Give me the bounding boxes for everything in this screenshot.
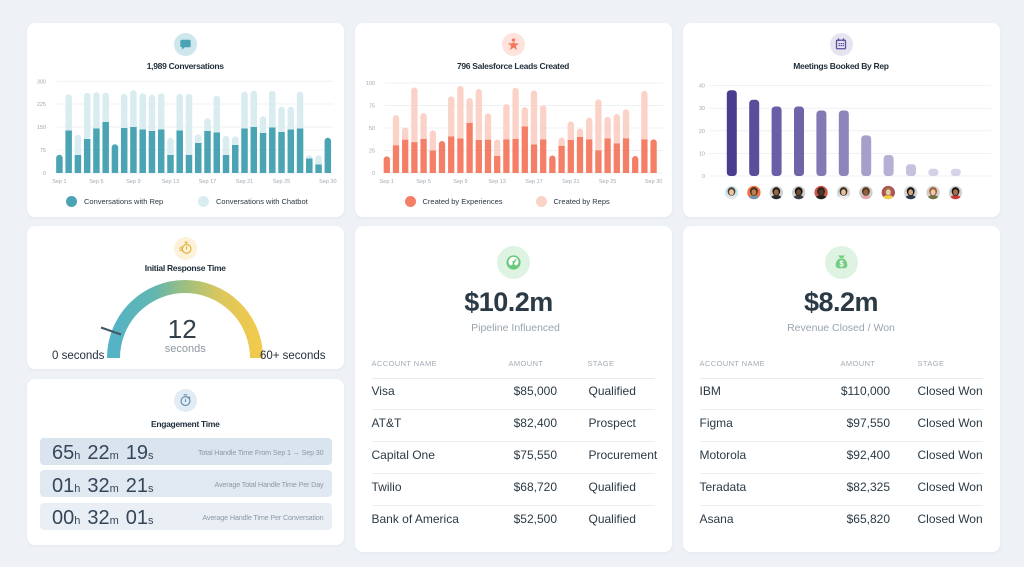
svg-text:Sep 5: Sep 5 bbox=[416, 179, 430, 185]
svg-text:25: 25 bbox=[368, 149, 374, 155]
svg-text:Sep 25: Sep 25 bbox=[598, 179, 615, 185]
svg-text:Sep 1: Sep 1 bbox=[52, 179, 66, 185]
svg-text:Sep 13: Sep 13 bbox=[162, 179, 179, 185]
svg-text:20: 20 bbox=[698, 129, 704, 135]
svg-text:150: 150 bbox=[37, 125, 46, 131]
svg-text:Sep 17: Sep 17 bbox=[525, 179, 542, 185]
svg-text:225: 225 bbox=[37, 102, 46, 108]
svg-text:Sep 13: Sep 13 bbox=[488, 179, 505, 185]
svg-text:10: 10 bbox=[698, 151, 704, 157]
svg-text:Sep 1: Sep 1 bbox=[379, 179, 393, 185]
svg-text:Sep 25: Sep 25 bbox=[273, 179, 290, 185]
svg-text:Sep 5: Sep 5 bbox=[89, 179, 103, 185]
svg-text:30: 30 bbox=[698, 106, 704, 112]
svg-text:0: 0 bbox=[43, 171, 46, 177]
svg-text:Sep 9: Sep 9 bbox=[453, 179, 467, 185]
svg-text:Sep 30: Sep 30 bbox=[319, 179, 336, 185]
svg-text:100: 100 bbox=[365, 81, 374, 87]
svg-text:Sep 17: Sep 17 bbox=[199, 179, 216, 185]
svg-text:40: 40 bbox=[698, 84, 704, 90]
svg-text:0: 0 bbox=[371, 171, 374, 177]
svg-text:75: 75 bbox=[40, 148, 46, 154]
svg-text:50: 50 bbox=[368, 126, 374, 132]
svg-text:Sep 21: Sep 21 bbox=[236, 179, 253, 185]
svg-text:300: 300 bbox=[37, 79, 46, 85]
svg-text:0: 0 bbox=[701, 174, 704, 180]
svg-text:Sep 30: Sep 30 bbox=[644, 179, 661, 185]
svg-text:Sep 21: Sep 21 bbox=[562, 179, 579, 185]
svg-text:75: 75 bbox=[368, 104, 374, 110]
svg-text:$: $ bbox=[839, 259, 844, 268]
svg-text:Sep 9: Sep 9 bbox=[126, 179, 140, 185]
